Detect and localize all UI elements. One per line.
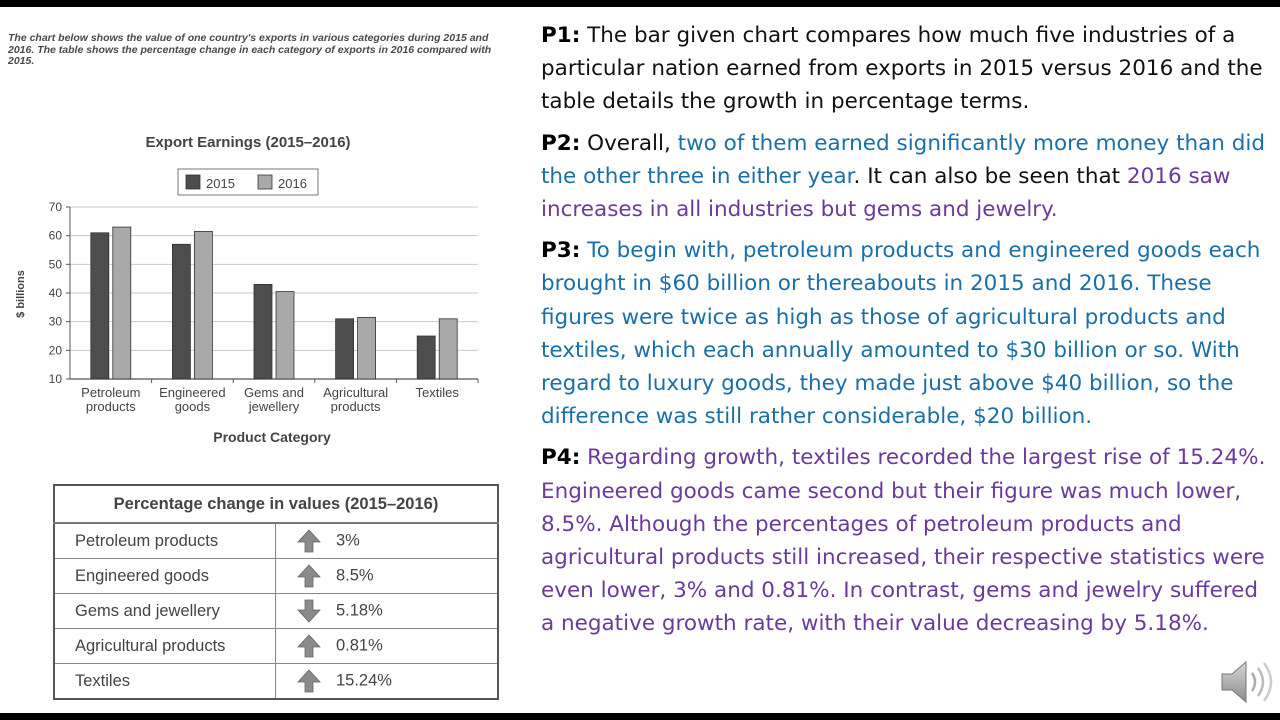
legend-box (177, 168, 319, 196)
row-category: Engineered goods (53, 558, 276, 594)
top-border (0, 0, 1280, 7)
y-tick-label: 70 (49, 200, 63, 214)
y-tick-label: 20 (49, 343, 63, 357)
bar-2016-0 (112, 226, 132, 380)
paragraph-4: P4: Regarding growth, textiles recorded … (541, 441, 1266, 640)
speaker-icon[interactable] (1218, 655, 1276, 713)
chart-bars (90, 226, 458, 380)
row-category: Agricultural products (53, 628, 276, 664)
paragraph-text: The bar given chart compares how much fi… (541, 23, 1263, 115)
table-row: Textiles 15.24% (53, 663, 499, 700)
row-value: 3% (336, 531, 360, 550)
y-tick-label: 10 (49, 372, 63, 386)
bar-2016-4 (438, 318, 458, 380)
highlight-overview: two of them earned significantly more mo… (541, 130, 1266, 189)
row-value: 5.18% (336, 601, 383, 620)
chart-axes: 10203040506070PetroleumproductsEngineere… (49, 200, 479, 414)
bottom-border (0, 713, 1280, 720)
x-tick-label: goods (175, 399, 211, 414)
paragraph-text: Regarding growth, textiles recorded the … (541, 445, 1266, 637)
y-axis-label: $ billions (15, 270, 27, 318)
x-tick-label: jewellery (248, 399, 300, 414)
x-tick-label: Gems and (244, 385, 304, 400)
legend-label: 2016 (278, 176, 307, 191)
bar-2016-1 (193, 230, 213, 380)
chart-title: Export Earnings (2015–2016) (145, 134, 350, 151)
row-change: 8.5% (275, 558, 499, 594)
table-row: Gems and jewellery 5.18% (53, 593, 499, 629)
x-tick-label: Agricultural (323, 385, 388, 400)
bar-2015-4 (416, 335, 436, 380)
arrow-up-icon (296, 563, 322, 589)
arrow-up-icon (296, 528, 322, 554)
paragraph-label: P3: (541, 238, 581, 264)
essay-panel: P1: The bar given chart compares how muc… (541, 19, 1266, 649)
export-earnings-chart: Export Earnings (2015–2016) 2015 2016 10 2… (15, 134, 479, 445)
y-tick-label: 30 (49, 315, 63, 329)
legend-label: 2015 (206, 176, 235, 191)
x-tick-label: Petroleum (81, 385, 140, 400)
paragraph-text: Overall, (580, 130, 678, 156)
row-value: 15.24% (336, 671, 392, 690)
y-tick-label: 60 (49, 229, 63, 243)
paragraph-label: P2: (541, 130, 581, 156)
task-panel: The chart below shows the value of one c… (0, 7, 520, 713)
x-tick-label: Engineered (159, 385, 226, 400)
x-tick-label: products (86, 399, 136, 414)
y-tick-label: 40 (49, 286, 63, 300)
bar-2016-3 (357, 316, 377, 380)
paragraph-text: . It can also be seen that (853, 163, 1127, 189)
row-category: Textiles (53, 663, 276, 700)
paragraph-2: P2: Overall, two of them earned signific… (541, 127, 1266, 227)
arrow-up-icon (296, 668, 322, 694)
row-value: 0.81% (336, 636, 383, 655)
table-row: Engineered goods 8.5% (53, 558, 499, 594)
row-value: 8.5% (336, 566, 374, 585)
table-title: Percentage change in values (2015–2016) (54, 485, 498, 524)
chart-legend: 2015 2016 (177, 168, 319, 196)
row-category: Petroleum products (53, 522, 276, 559)
paragraph-label: P4: (541, 445, 581, 471)
legend-swatch (257, 174, 273, 190)
row-change: 3% (275, 522, 499, 559)
percentage-change-table: Percentage change in values (2015–2016) … (53, 484, 499, 700)
paragraph-label: P1: (541, 23, 581, 48)
legend-swatch (185, 174, 201, 190)
x-tick-label: products (331, 399, 381, 414)
x-axis-label: Product Category (213, 429, 331, 445)
bar-2016-2 (275, 291, 295, 380)
arrow-up-icon (296, 633, 322, 659)
bar-2015-3 (335, 318, 355, 380)
bar-2015-2 (253, 283, 273, 380)
paragraph-text: To begin with, petroleum products and en… (541, 238, 1261, 430)
table-row: Agricultural products 0.81% (53, 628, 499, 664)
paragraph-3: P3: To begin with, petroleum products an… (541, 234, 1266, 433)
row-category: Gems and jewellery (53, 593, 276, 629)
highlight-trend: 2016 saw increases in all industries but… (541, 163, 1231, 223)
paragraph-1: P1: The bar given chart compares how muc… (541, 19, 1266, 119)
y-tick-label: 50 (49, 257, 63, 271)
bar-2015-0 (90, 232, 110, 380)
x-tick-label: Textiles (416, 385, 460, 400)
task-description: The chart below shows the value of one c… (8, 32, 492, 67)
bar-2015-1 (171, 243, 191, 380)
row-change: 15.24% (275, 663, 499, 700)
row-change: 0.81% (275, 628, 499, 664)
row-change: 5.18% (275, 593, 499, 629)
arrow-down-icon (296, 598, 322, 624)
table-row: Petroleum products 3% (53, 522, 499, 559)
